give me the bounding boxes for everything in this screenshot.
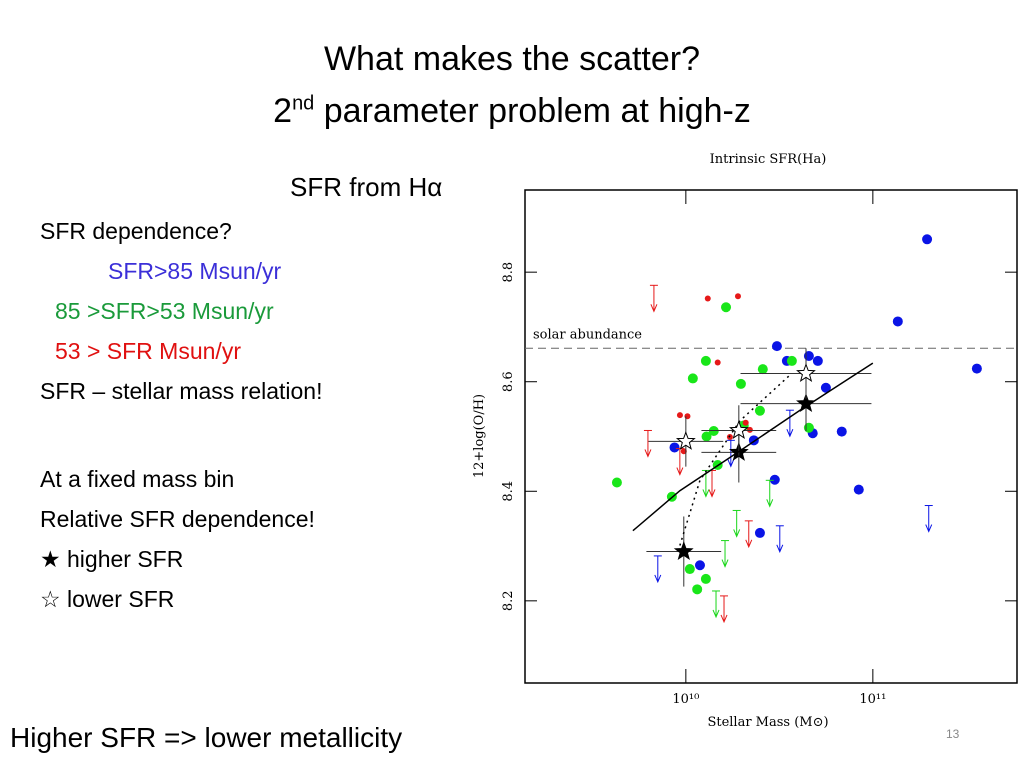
upper-limit-arrow	[925, 505, 933, 533]
point	[757, 364, 768, 375]
point	[754, 527, 765, 538]
point	[771, 341, 782, 352]
point	[700, 573, 711, 584]
point	[803, 350, 814, 361]
bullet: SFR>85 Msun/yr	[108, 258, 282, 284]
point	[892, 316, 903, 327]
x-tick-label: 10¹¹	[859, 692, 886, 707]
star	[796, 393, 816, 413]
upper-limit-arrow	[786, 410, 794, 438]
point	[735, 378, 746, 389]
upper-limit-arrow	[745, 520, 753, 549]
subtitle: SFR from Hα	[290, 172, 443, 202]
upper-limit-arrow	[650, 285, 658, 313]
page-number: 13	[946, 727, 960, 741]
upper-limit-arrow	[702, 470, 710, 498]
point	[680, 448, 687, 455]
plot-frame	[524, 189, 1018, 684]
bullet: SFR – stellar mass relation!	[40, 378, 323, 404]
upper-limit-arrow	[727, 440, 735, 468]
x-axis-label: Stellar Mass (M⊙)	[707, 715, 828, 730]
star	[675, 430, 696, 450]
point	[687, 373, 698, 384]
point	[853, 484, 864, 495]
point	[922, 234, 933, 245]
y-tick-label: 8.6	[501, 371, 516, 392]
star	[796, 363, 816, 382]
point	[708, 426, 719, 437]
point	[836, 426, 847, 437]
upper-limit-arrow	[733, 510, 741, 538]
title: What makes the scatter?	[323, 40, 701, 78]
point	[669, 442, 680, 453]
bullet: Relative SFR dependence!	[40, 506, 315, 532]
point	[803, 422, 814, 433]
point	[701, 431, 712, 442]
bullet: At a fixed mass bin	[40, 466, 235, 492]
bullet: 85 >SFR>53 Msun/yr	[55, 298, 274, 324]
fit-line	[679, 374, 791, 546]
y-axis-label: 12+log(O/H)	[472, 394, 487, 478]
point	[769, 474, 780, 485]
point	[694, 560, 705, 571]
bullet: ★ higher SFR	[40, 546, 184, 572]
bullet: 53 > SFR Msun/yr	[55, 338, 241, 364]
point	[971, 363, 982, 374]
y-tick-label: 8.2	[501, 590, 516, 611]
point	[684, 564, 695, 575]
upper-limit-arrow	[708, 470, 716, 498]
point	[721, 302, 732, 313]
upper-limit-arrow	[720, 595, 728, 624]
point	[704, 295, 711, 302]
fit-line	[632, 362, 874, 532]
upper-limit-arrow	[712, 590, 720, 619]
point	[700, 355, 711, 366]
point	[611, 477, 622, 488]
point	[734, 293, 741, 300]
conclusion: Higher SFR => lower metallicity	[10, 722, 403, 753]
x-tick-label: 10¹⁰	[672, 692, 699, 707]
upper-limit-arrow	[654, 555, 662, 584]
bullet: SFR dependence?	[40, 218, 232, 244]
star	[728, 420, 749, 439]
point	[812, 355, 823, 366]
upper-limit-arrow	[721, 540, 729, 568]
solar-label: solar abundance	[533, 327, 642, 342]
y-tick-label: 8.4	[501, 481, 516, 502]
chart-title: Intrinsic SFR(Ha)	[710, 152, 827, 167]
point	[714, 359, 721, 366]
title-part: 2	[273, 92, 293, 130]
point	[786, 355, 797, 366]
point	[754, 405, 765, 416]
bullet: ☆ lower SFR	[40, 586, 175, 612]
point	[676, 412, 683, 419]
point	[742, 419, 749, 426]
upper-limit-arrow	[766, 480, 774, 508]
y-tick-label: 8.8	[501, 262, 516, 283]
title: 2nd parameter problem at high-z	[0, 92, 1024, 131]
title-part: parameter problem at high-z	[314, 92, 751, 130]
title-sup: nd	[292, 92, 315, 115]
upper-limit-arrow	[644, 430, 652, 458]
upper-limit-arrow	[776, 525, 784, 554]
upper-limit-arrow	[676, 448, 684, 476]
star	[673, 541, 694, 560]
point	[820, 382, 831, 393]
point	[746, 426, 753, 433]
point	[692, 584, 703, 595]
